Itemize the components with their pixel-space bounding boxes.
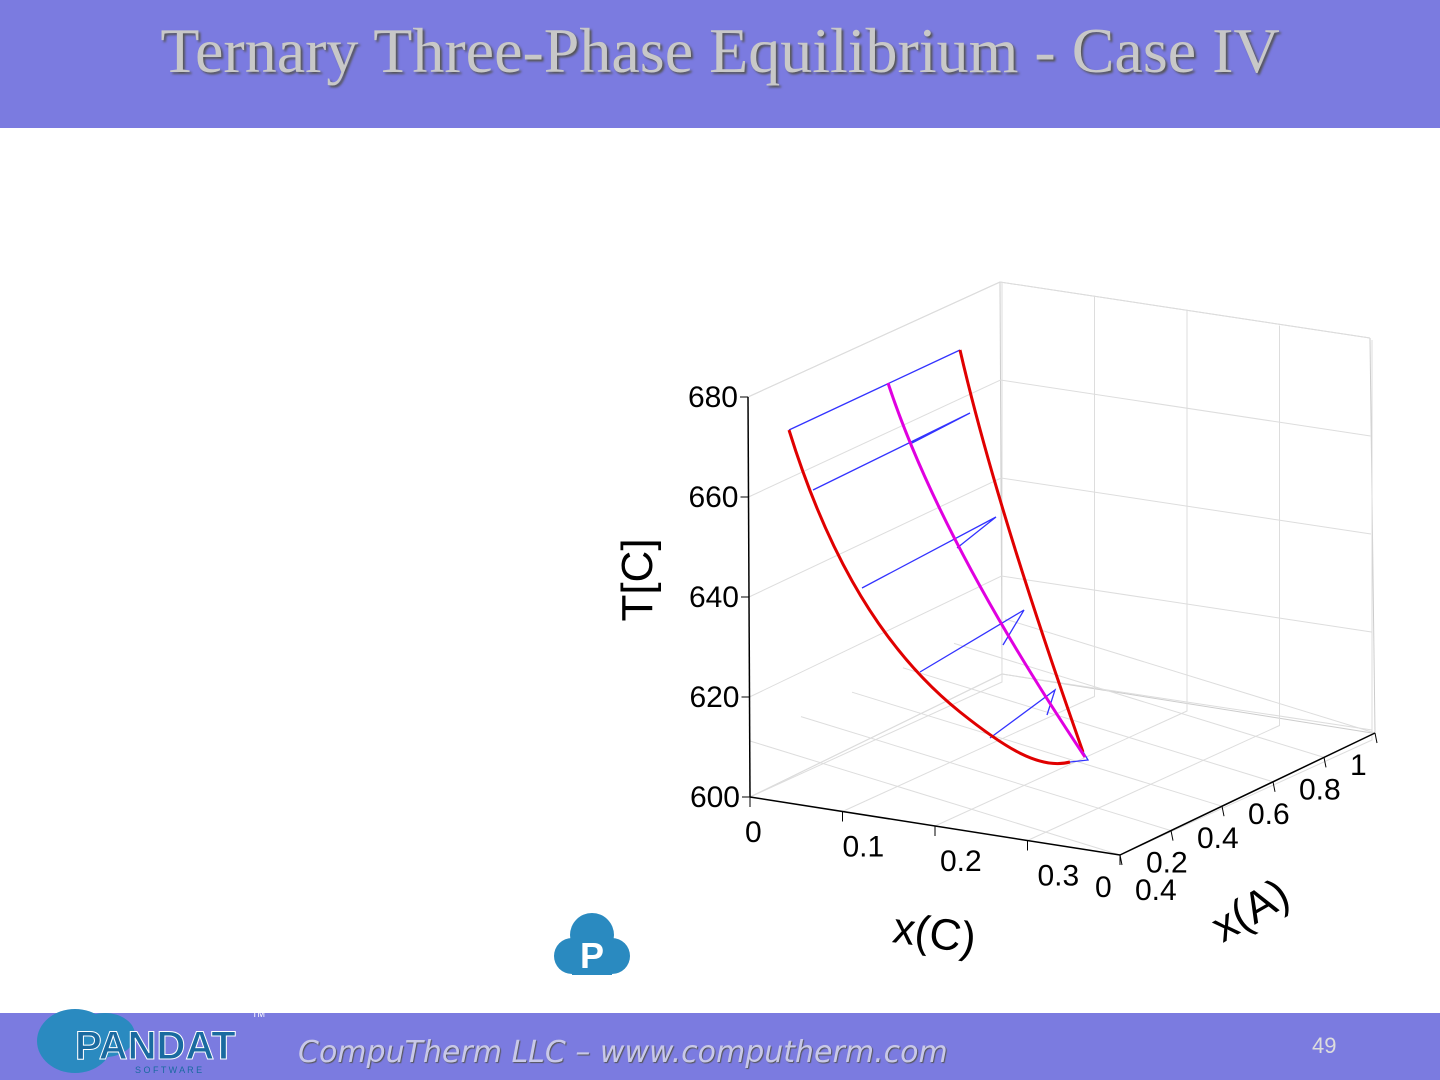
title: Ternary Three-Phase Equilibrium - Case I… [160,15,1280,86]
grid-line [747,281,1371,398]
p-icon: P [554,913,630,976]
grid-line [851,691,1223,807]
y-axis [1119,732,1376,856]
svg-text:P: P [580,935,604,976]
y-tick-label: 0.6 [1248,798,1290,831]
z-label: T[C] [613,538,662,621]
curves [787,349,1090,766]
grid-line [953,642,1325,758]
z-tick-label: 640 [689,581,739,614]
grid-line [902,667,1274,783]
grid-line [748,379,1371,498]
y-tick [1119,854,1123,866]
logo-tm: TM [252,1009,265,1019]
y-label: x(A) [1203,869,1297,952]
logo-sub: S O F T W A R E [135,1065,202,1075]
y-tick-label: 0.2 [1146,847,1188,880]
z-tick-label: 600 [690,781,740,814]
y-tick [1170,830,1174,841]
y-tick [1272,781,1276,792]
footer: PANDAT TM S O F T W A R E CompuTherm LLC… [0,1009,1440,1080]
tie-lines [788,349,1090,763]
grid-line [934,311,1188,827]
x-label: x(C) [890,903,979,963]
x-tick-label: 0.1 [843,831,885,864]
x-axis [749,796,1121,856]
y-tick-label: 0 [1095,871,1112,904]
y-tick-label: 1 [1350,749,1367,782]
header: Ternary Three-Phase Equilibrium - Case I… [0,0,1440,128]
grid-line [749,282,1003,798]
grid-line [749,740,1121,856]
y-tick-label: 0.8 [1299,773,1341,806]
grid-line [1004,618,1376,734]
grid-line [748,477,1372,598]
x-tick-label: 0.4 [1135,874,1177,907]
grid-line [842,296,1095,812]
z-tick-label: 660 [688,481,738,514]
z-tick-label: 680 [688,381,738,414]
logo-text: PANDAT [75,1024,236,1068]
phase-boundary [787,349,1085,766]
three-phase-line [886,382,1087,758]
logo: PANDAT TM S O F T W A R E [37,1009,265,1075]
grid-line [1119,340,1373,856]
z-tick-label: 620 [689,681,739,714]
y-tick [1374,732,1378,744]
y-tick [1221,806,1225,817]
x-tick-label: 0.3 [1038,860,1080,893]
footer-text: CompuTherm LLC – www.computherm.com [298,1035,948,1070]
x-tick-label: 0.2 [940,845,982,878]
x-tick-label: 0 [745,816,762,849]
y-tick-label: 0.4 [1197,822,1239,855]
z-axis [747,396,751,798]
y-tick [1323,757,1327,768]
page-number: 49 [1312,1033,1337,1058]
grid-line [800,716,1172,832]
grid-line [1027,325,1280,841]
